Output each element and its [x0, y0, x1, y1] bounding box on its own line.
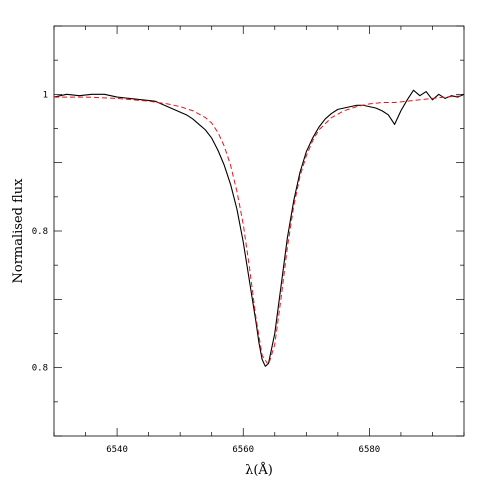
model-spectrum-line — [54, 95, 465, 366]
x-tick-label: 6540 — [106, 445, 128, 455]
y-axis-label: Normalised flux — [11, 178, 26, 284]
x-axis-label: λ(Å) — [245, 462, 273, 478]
y-tick-label: 0.8 — [32, 364, 48, 374]
y-tick-label: 0.8 — [32, 227, 48, 237]
observed-spectrum-line — [53, 89, 465, 367]
labels-layer: 6540 6560 6580 0.8 0.8 1 — [32, 90, 380, 455]
x-tick-label: 6580 — [359, 445, 381, 455]
y-tick-label: 1 — [43, 90, 48, 100]
x-tick-label: 6560 — [232, 445, 254, 455]
series-layer — [53, 89, 465, 367]
